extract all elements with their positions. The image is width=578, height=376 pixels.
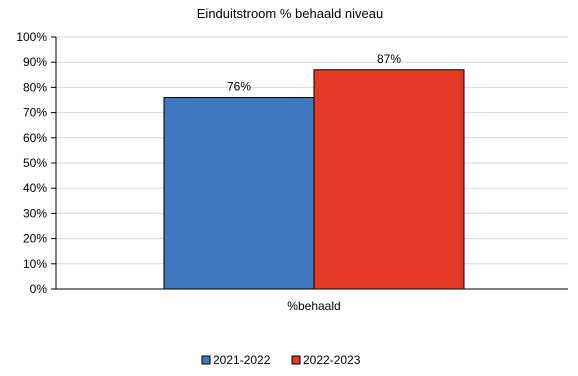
y-tick-label: 70% — [23, 106, 47, 120]
chart-title: Einduitstroom % behaald niveau — [197, 6, 383, 21]
legend-label: 2022-2023 — [303, 353, 361, 367]
y-tick-label: 20% — [23, 232, 47, 246]
y-tick-label: 80% — [23, 80, 47, 94]
bar-2022-2023 — [313, 69, 465, 290]
legend-label: 2021-2022 — [213, 353, 271, 367]
y-tick-label: 90% — [23, 55, 47, 69]
data-label: 87% — [377, 52, 401, 66]
y-tick-label: 60% — [23, 131, 47, 145]
y-tick-label: 10% — [23, 257, 47, 271]
y-tick-label: 100% — [16, 30, 47, 44]
y-tick-label: 40% — [23, 181, 47, 195]
bar-2021-2022 — [163, 96, 315, 290]
y-tick-label: 30% — [23, 206, 47, 220]
data-label: 76% — [227, 79, 251, 93]
y-tick-label: 50% — [23, 156, 47, 170]
legend-swatch — [291, 355, 301, 365]
legend-swatch — [201, 355, 211, 365]
y-tick-label: 0% — [30, 282, 48, 296]
x-category-label: %behaald — [287, 299, 340, 313]
